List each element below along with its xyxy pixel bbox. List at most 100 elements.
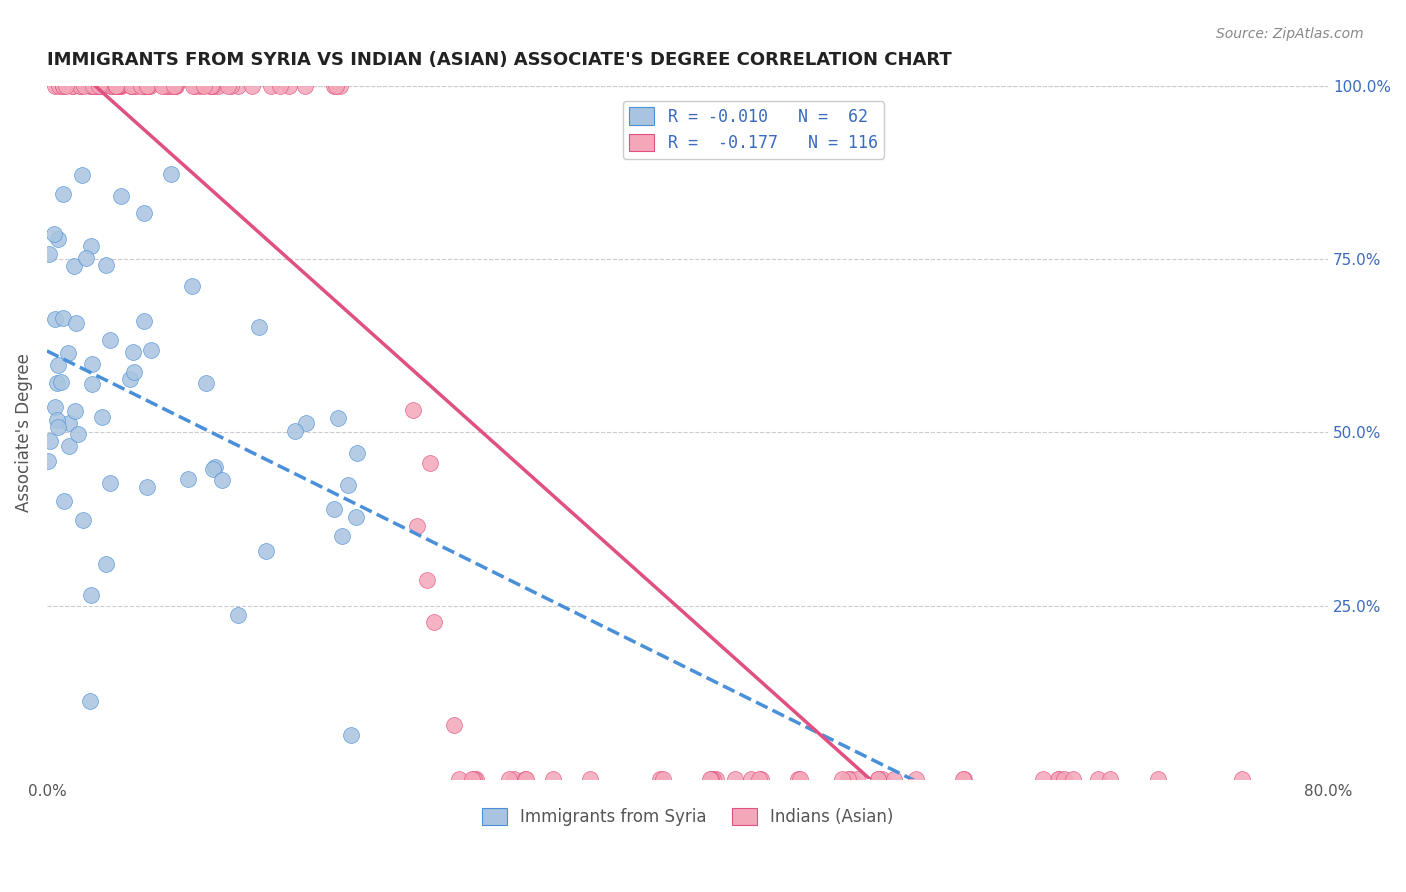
Point <box>322 502 344 516</box>
Point <box>98 475 121 490</box>
Point <box>1062 772 1084 786</box>
Point <box>163 78 186 93</box>
Point <box>177 472 200 486</box>
Point <box>254 544 277 558</box>
Point <box>65 316 87 330</box>
Point <box>837 772 859 786</box>
Text: IMMIGRANTS FROM SYRIA VS INDIAN (ASIAN) ASSOCIATE'S DEGREE CORRELATION CHART: IMMIGRANTS FROM SYRIA VS INDIAN (ASIAN) … <box>46 51 952 69</box>
Point <box>748 772 770 786</box>
Point <box>90 409 112 424</box>
Point <box>322 78 344 93</box>
Point <box>104 78 127 93</box>
Point <box>52 78 75 93</box>
Point <box>883 772 905 786</box>
Point <box>422 615 444 629</box>
Point <box>1046 772 1069 786</box>
Point <box>122 78 145 93</box>
Point <box>79 694 101 708</box>
Point <box>75 252 97 266</box>
Point <box>134 78 156 93</box>
Point <box>60 78 83 93</box>
Point <box>110 78 132 93</box>
Point <box>100 78 122 93</box>
Point <box>138 78 160 93</box>
Point <box>38 247 60 261</box>
Point <box>156 78 179 93</box>
Point <box>120 78 142 93</box>
Point <box>184 78 207 93</box>
Point <box>132 78 155 93</box>
Point <box>346 446 368 460</box>
Point <box>93 78 115 93</box>
Point <box>51 375 73 389</box>
Point <box>515 772 537 786</box>
Point <box>872 772 894 786</box>
Point <box>45 376 67 390</box>
Point <box>846 772 869 786</box>
Point <box>84 78 107 93</box>
Point <box>44 401 66 415</box>
Point <box>121 344 143 359</box>
Point <box>831 772 853 786</box>
Point <box>67 426 90 441</box>
Point <box>79 78 101 93</box>
Point <box>107 78 129 93</box>
Point <box>1232 772 1254 786</box>
Point <box>63 259 86 273</box>
Point <box>789 772 811 786</box>
Point <box>160 78 183 93</box>
Point <box>125 78 148 93</box>
Point <box>62 78 84 93</box>
Point <box>463 772 485 786</box>
Point <box>953 772 976 786</box>
Point <box>90 78 112 93</box>
Point <box>330 529 353 543</box>
Point <box>202 461 225 475</box>
Point <box>42 227 65 241</box>
Point <box>165 78 187 93</box>
Point <box>180 279 202 293</box>
Point <box>1032 772 1054 786</box>
Point <box>188 78 211 93</box>
Point <box>80 239 103 253</box>
Point <box>73 78 96 93</box>
Point <box>80 588 103 602</box>
Point <box>207 78 229 93</box>
Point <box>163 78 186 93</box>
Point <box>105 78 128 93</box>
Text: Source: ZipAtlas.com: Source: ZipAtlas.com <box>1216 27 1364 41</box>
Point <box>58 439 80 453</box>
Point <box>118 372 141 386</box>
Point <box>328 410 350 425</box>
Point <box>160 167 183 181</box>
Point <box>269 78 291 93</box>
Point <box>405 519 427 533</box>
Point <box>226 78 249 93</box>
Point <box>1087 772 1109 786</box>
Point <box>541 772 564 786</box>
Point <box>449 772 471 786</box>
Point <box>70 169 93 183</box>
Point <box>157 78 180 93</box>
Point <box>702 772 724 786</box>
Point <box>136 78 159 93</box>
Point <box>295 416 318 430</box>
Point <box>120 78 142 93</box>
Point <box>1147 772 1170 786</box>
Point <box>44 311 66 326</box>
Point <box>284 424 307 438</box>
Point <box>340 728 363 742</box>
Point <box>122 365 145 379</box>
Point <box>48 78 70 93</box>
Point <box>952 772 974 786</box>
Point <box>260 78 283 93</box>
Point <box>98 333 121 347</box>
Point <box>65 403 87 417</box>
Point <box>723 772 745 786</box>
Point <box>242 78 264 93</box>
Point <box>202 78 225 93</box>
Point <box>52 310 75 325</box>
Point <box>904 772 927 786</box>
Point <box>344 510 367 524</box>
Point <box>204 460 226 475</box>
